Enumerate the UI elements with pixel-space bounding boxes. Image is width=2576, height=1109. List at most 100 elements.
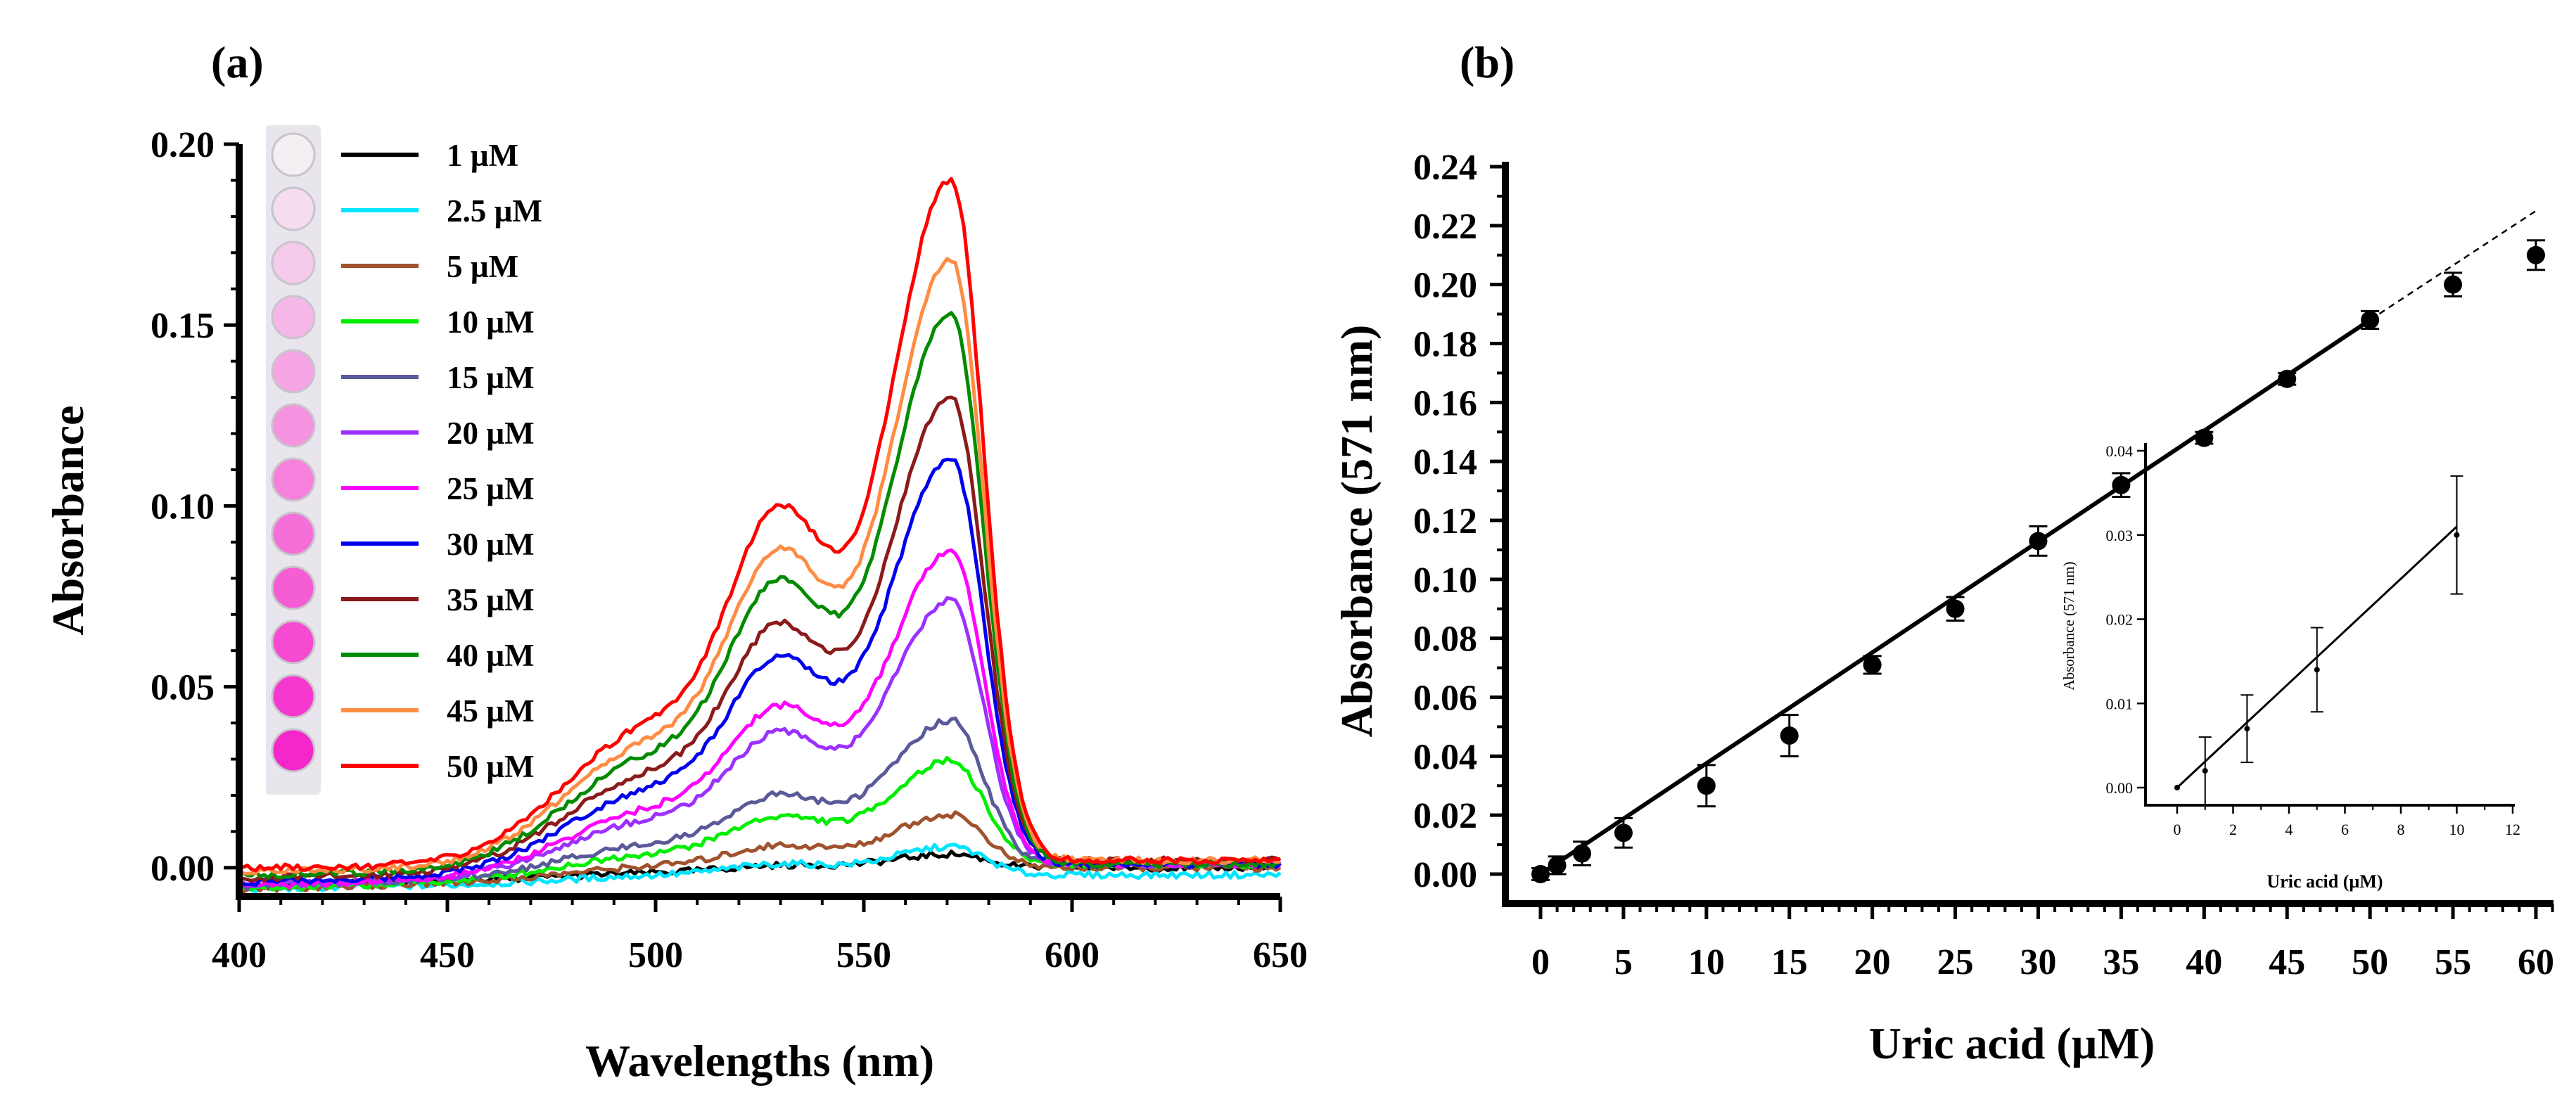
microplate-well-strip-image: [266, 125, 321, 795]
panel-b-y-tick-label: 0.00: [1413, 855, 1477, 895]
inset-x-tick-label: 10: [2449, 821, 2465, 838]
inset-data-point: [2202, 768, 2208, 774]
legend-label: 1 µM: [447, 138, 518, 173]
legend-label: 35 µM: [447, 582, 535, 617]
panel-a-y-tick-label: 0.20: [151, 125, 215, 165]
data-point: [2444, 275, 2463, 294]
panel-b-x-tick-label: 50: [2352, 942, 2388, 982]
panel-a-y-tick-label: 0.05: [151, 668, 215, 708]
data-point: [2278, 369, 2297, 388]
panel-b-x-tick-label: 10: [1688, 942, 1725, 982]
well: [271, 457, 316, 502]
panel-a-axes: [236, 144, 1280, 900]
panel-b-y-tick-label: 0.08: [1413, 620, 1477, 660]
inset-axes: [2144, 443, 2515, 807]
panel-b-y-tick-label: 0.20: [1413, 266, 1477, 306]
data-point: [1863, 655, 1882, 674]
panel-a-y-tick-label: 0.10: [151, 487, 215, 527]
inset-data-point: [2314, 667, 2320, 673]
panel-a-ticks: 400 450 500 550 600 650 0.00 0.05 0.10 0.15 0.20: [151, 125, 1308, 975]
inset-data-point: [2174, 785, 2180, 790]
inset-plot-area: [2174, 475, 2463, 805]
panel-b-plot-area: [1531, 210, 2545, 883]
legend-label: 2.5 µM: [447, 193, 542, 229]
panel-b-x-tick-label: 45: [2269, 942, 2305, 982]
spectrum-line: [238, 177, 1281, 873]
legend-label: 10 µM: [447, 305, 535, 340]
legend-label: 5 µM: [447, 249, 518, 284]
panel-a-x-tick-label: 400: [212, 935, 267, 975]
panel-b-x-tick-label: 40: [2186, 942, 2222, 982]
data-point: [2112, 475, 2131, 494]
panel-b-x-tick-label: 55: [2435, 942, 2471, 982]
panel-b-y-tick-label: 0.18: [1413, 325, 1477, 365]
data-point: [1614, 823, 1633, 842]
panel-b-x-tick-label: 60: [2518, 942, 2554, 982]
well: [271, 565, 316, 610]
panel-b-y-tick-label: 0.16: [1413, 383, 1477, 423]
inset-data-point: [2454, 532, 2460, 538]
inset-data-point: [2244, 726, 2250, 732]
panel-a-x-tick-label: 500: [628, 935, 683, 975]
spectrum-line: [238, 395, 1282, 883]
well: [271, 295, 316, 340]
inset-x-tick-label: 12: [2505, 821, 2520, 838]
legend-label: 30 µM: [447, 527, 535, 562]
data-point: [2361, 310, 2380, 329]
panel-b-x-axis-title: Uric acid (µM): [1869, 1018, 2155, 1068]
panel-a-y-tick-label: 0.00: [151, 849, 215, 889]
panel-b-y-tick-label: 0.06: [1413, 679, 1477, 719]
legend-label: 45 µM: [447, 693, 535, 729]
legend-label: 20 µM: [447, 416, 535, 451]
well: [271, 186, 316, 231]
data-point: [1548, 856, 1567, 875]
well: [271, 349, 316, 394]
legend-label: 15 µM: [447, 360, 535, 395]
panel-a-x-axis-title: Wavelengths (nm): [585, 1036, 934, 1086]
panel-b-x-tick-label: 5: [1614, 942, 1633, 982]
panel-b-label: (b): [1460, 37, 1515, 87]
panel-b-y-tick-label: 0.12: [1413, 501, 1477, 541]
panel-b-x-tick-label: 35: [2103, 942, 2139, 982]
spectrum-line: [238, 596, 1282, 889]
panel-b-y-tick-label: 0.14: [1413, 442, 1477, 482]
inset-x-tick-label: 8: [2397, 821, 2405, 838]
panel-b-inset: 0 2 4 6 8 10 12 0.00 0.01 0.02 0.03 0.04 Uric acid …: [2060, 442, 2520, 892]
panel-a: (a) 400 450 500 550 600 650 0.00 0.05 0.10 0.15 0.…: [43, 37, 1308, 1086]
panel-b-x-tick-label: 30: [2020, 942, 2057, 982]
inset-x-axis-title: Uric acid (µM): [2266, 871, 2383, 892]
well: [271, 241, 316, 286]
inset-x-tick-label: 4: [2285, 821, 2293, 838]
data-point: [1780, 726, 1799, 745]
legend-label: 50 µM: [447, 749, 535, 784]
panel-b-x-tick-label: 25: [1937, 942, 1974, 982]
panel-a-x-tick-label: 550: [836, 935, 891, 975]
spectrum-line: [238, 311, 1281, 880]
data-point: [1572, 844, 1591, 863]
inset-y-axis-title: Absorbance (571 nm): [2060, 561, 2077, 690]
panel-a-legend: 1 µM 2.5 µM 5 µM 10 µM 15 µM 20 µM 25 µM 30 µM 3…: [341, 138, 542, 784]
panel-b-ticks: 0 5 10 15 20 25 30 35 40 45 50 55 600.000.020.040.06…: [1413, 148, 2554, 982]
panel-b-y-axis-title: Absorbance (571 nm): [1332, 325, 1382, 738]
panel-b-x-tick-label: 15: [1771, 942, 1808, 982]
well: [271, 674, 316, 719]
panel-b-x-tick-label: 20: [1854, 942, 1891, 982]
data-point: [1697, 776, 1716, 795]
legend-label: 25 µM: [447, 471, 535, 506]
inset-y-tick-label: 0.01: [2106, 695, 2134, 712]
panel-a-x-tick-label: 600: [1045, 935, 1099, 975]
inset-x-tick-label: 6: [2341, 821, 2349, 838]
legend-label: 40 µM: [447, 638, 535, 673]
well: [271, 403, 316, 448]
panel-a-y-tick-label: 0.15: [151, 306, 215, 346]
well: [271, 620, 316, 665]
fit-extension-dashed-line: [2369, 210, 2537, 321]
panel-b-x-tick-label: 0: [1531, 942, 1550, 982]
well: [271, 132, 316, 177]
data-point: [2527, 245, 2545, 264]
spectrum-line: [238, 257, 1281, 876]
inset-x-tick-label: 0: [2174, 821, 2181, 838]
panel-a-x-tick-label: 450: [420, 935, 475, 975]
well: [271, 728, 316, 773]
